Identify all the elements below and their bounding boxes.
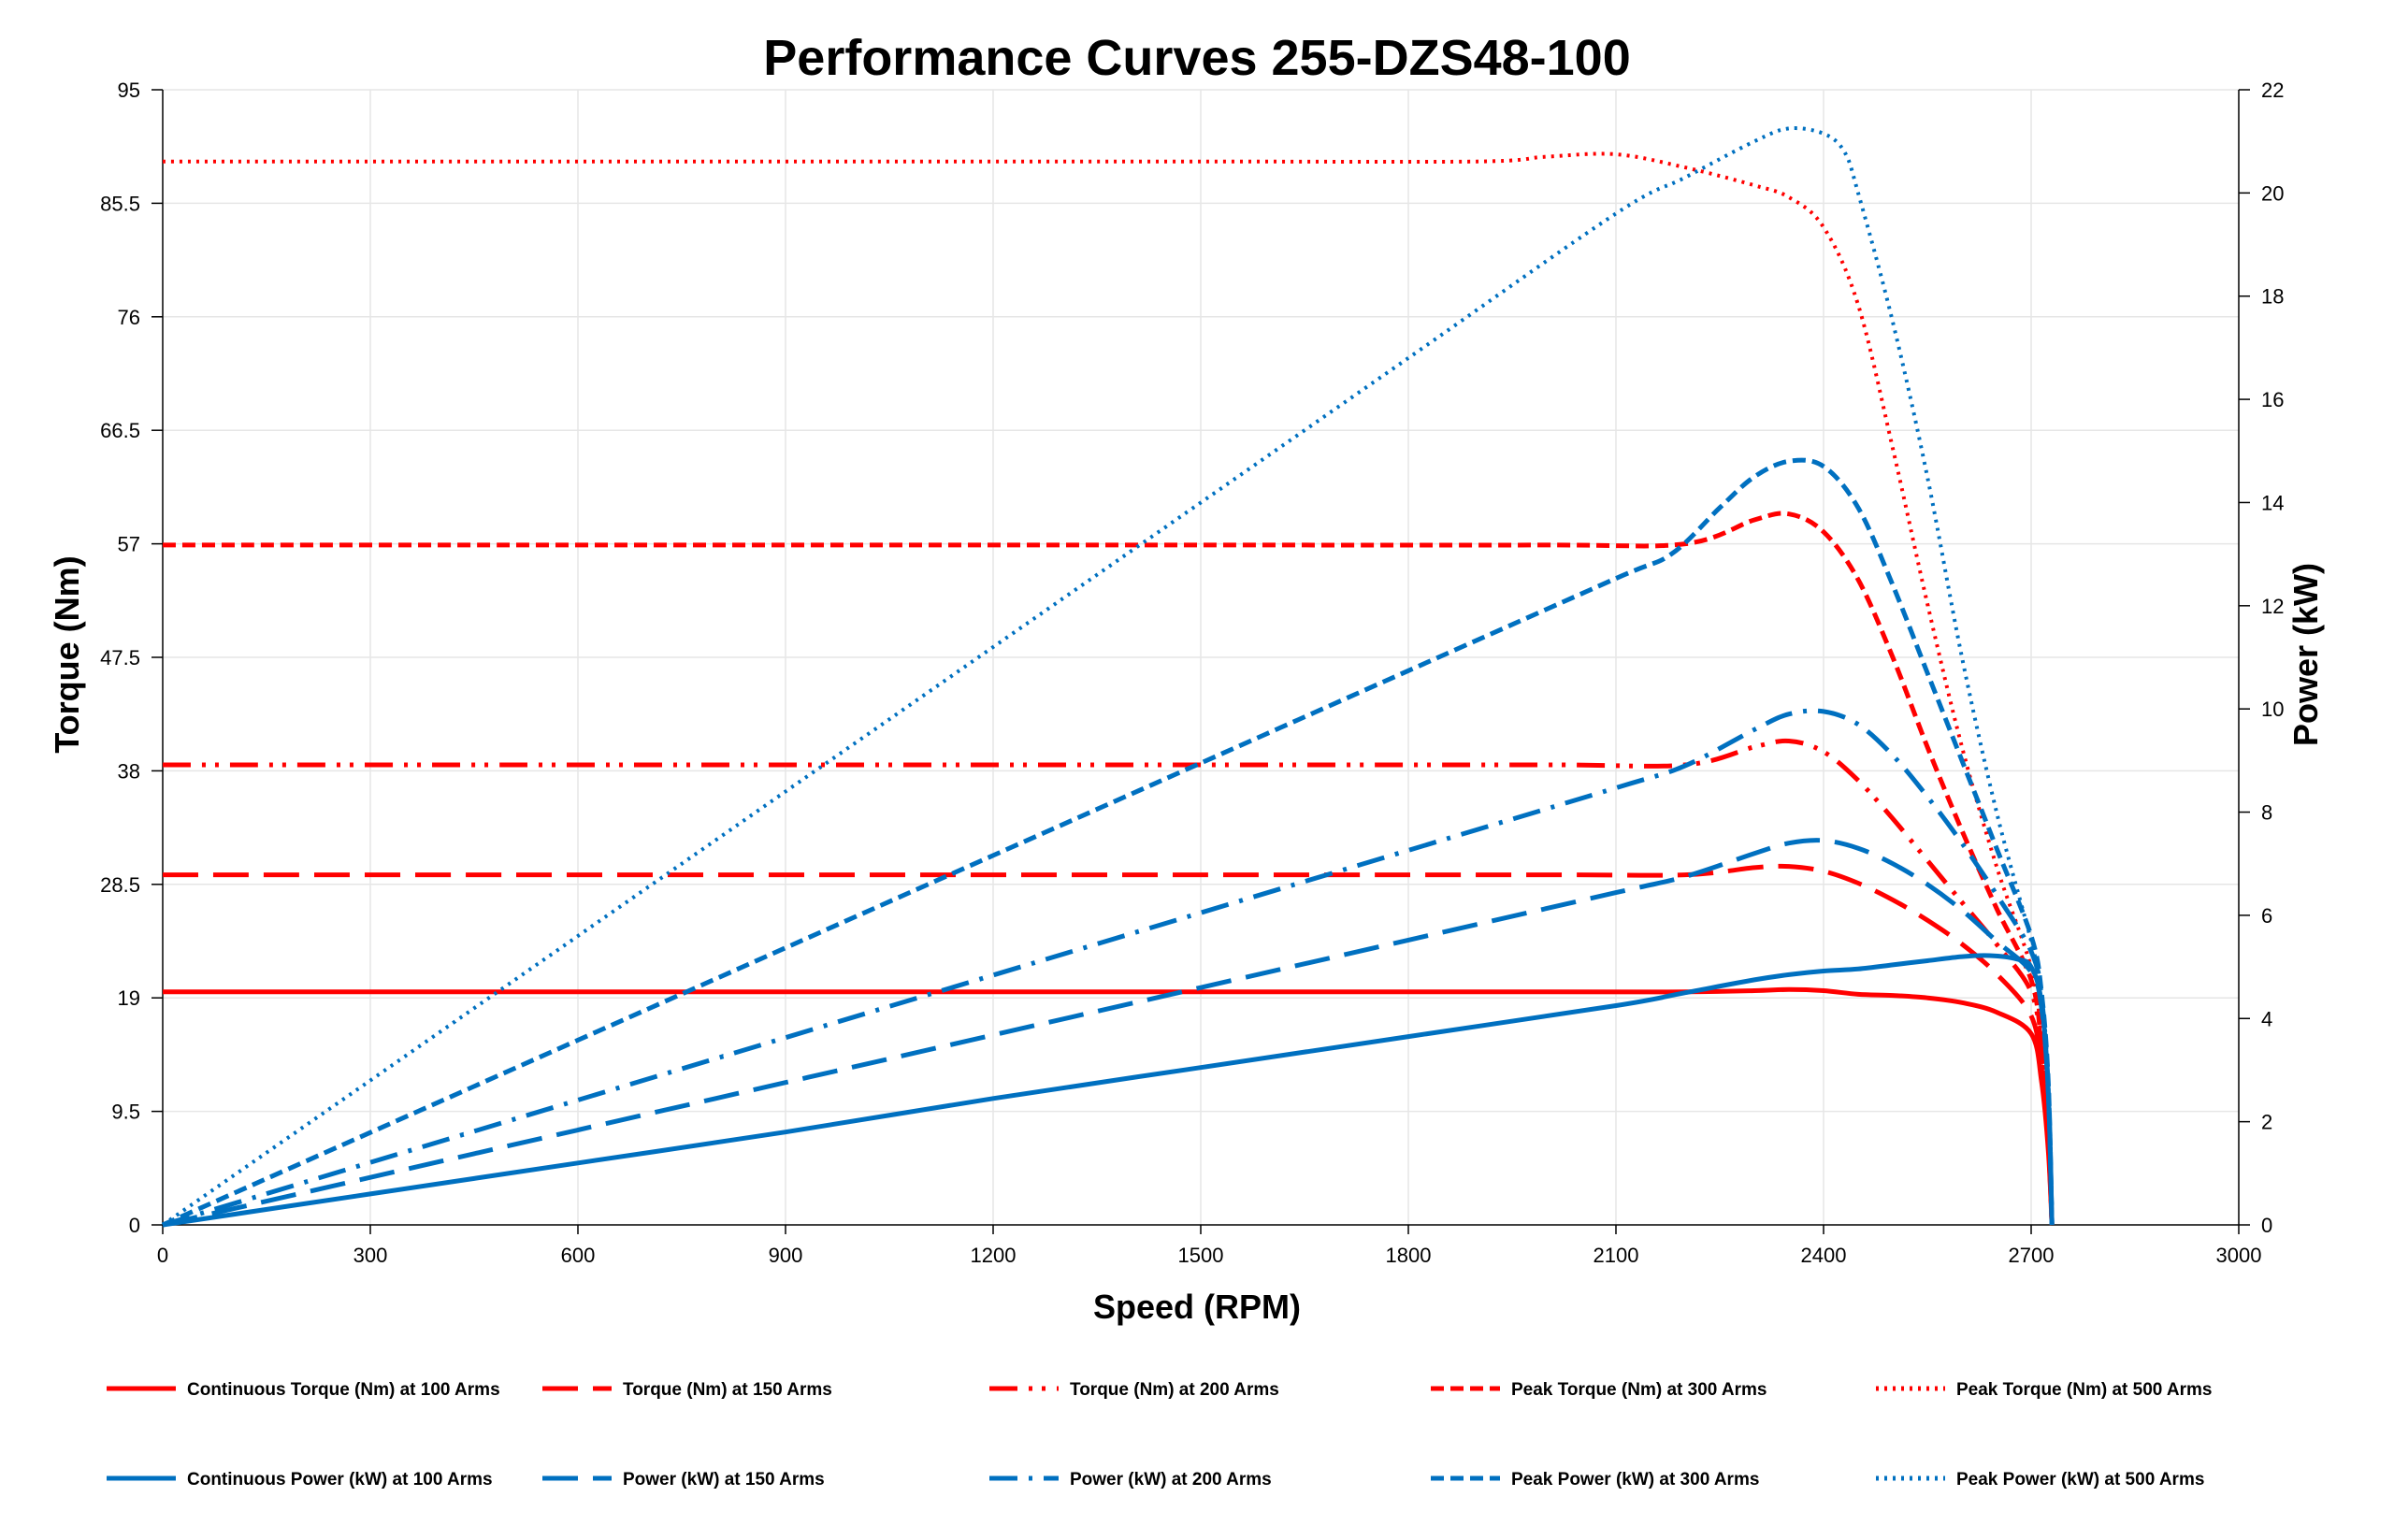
series-line-4	[163, 511, 2055, 1226]
y2-tick-label: 4	[2261, 1007, 2272, 1030]
x-tick-label: 900	[769, 1244, 803, 1267]
legend-label: Continuous Power (kW) at 100 Arms	[187, 1470, 493, 1490]
series-line-6	[162, 953, 2055, 1228]
legend-label: Peak Power (kW) at 500 Arms	[1956, 1470, 2204, 1490]
y2-tick-label: 20	[2261, 181, 2284, 205]
y2-tick-label: 16	[2261, 388, 2284, 411]
series-line-1	[162, 986, 2055, 1226]
y-tick-label: 19	[118, 986, 140, 1010]
x-tick-label: 2700	[2009, 1244, 2055, 1267]
series-line-10	[161, 126, 2055, 1227]
legend-label: Continuous Torque (Nm) at 100 Arms	[187, 1380, 500, 1400]
legend-label: Power (kW) at 200 Arms	[1070, 1470, 1272, 1490]
y-tick-label: 66.5	[100, 419, 140, 442]
x-tick-label: 3000	[2216, 1244, 2262, 1267]
legend-label: Peak Torque (Nm) at 500 Arms	[1956, 1380, 2212, 1400]
series-line-3	[163, 738, 2055, 1226]
legend-label: Power (kW) at 150 Arms	[623, 1470, 825, 1490]
y-tick-label: 85.5	[100, 192, 140, 215]
series-line-5	[163, 151, 2055, 1226]
y-tick-label: 9.5	[111, 1101, 140, 1124]
legend-label: Torque (Nm) at 200 Arms	[1070, 1380, 1279, 1400]
y-tick-label: 0	[129, 1214, 140, 1237]
legend-label: Torque (Nm) at 150 Arms	[623, 1380, 832, 1400]
x-axis-title: Speed (RPM)	[1093, 1288, 1301, 1326]
y-tick-label: 28.5	[100, 873, 140, 897]
y2-tick-label: 0	[2261, 1214, 2272, 1237]
x-tick-label: 600	[561, 1244, 596, 1267]
axes: 0 300 600 900 1200 1500 1800 2100 2400 2700 300009…	[100, 79, 2284, 1267]
legend-label: Peak Torque (Nm) at 300 Arms	[1511, 1380, 1767, 1400]
y-tick-label: 47.5	[100, 646, 140, 669]
x-tick-label: 1800	[1386, 1244, 1432, 1267]
x-tick-label: 1500	[1178, 1244, 1224, 1267]
y2-tick-label: 6	[2261, 904, 2272, 928]
x-tick-label: 2100	[1594, 1244, 1639, 1267]
y2-tick-label: 10	[2261, 698, 2284, 721]
y2-tick-label: 18	[2261, 285, 2284, 309]
y-tick-label: 95	[118, 79, 140, 102]
series-lines	[161, 126, 2055, 1228]
y2-tick-label: 8	[2261, 801, 2272, 825]
y-tick-label: 57	[118, 533, 140, 556]
y-tick-label: 76	[118, 306, 140, 329]
y2-tick-label: 22	[2261, 79, 2284, 102]
y2-tick-label: 12	[2261, 595, 2284, 618]
series-line-2	[162, 863, 2055, 1226]
y2-tick-label: 14	[2261, 491, 2284, 514]
x-tick-label: 2400	[1801, 1244, 1847, 1267]
grid	[163, 89, 2239, 1225]
series-line-8	[162, 708, 2055, 1228]
x-tick-label: 0	[157, 1244, 168, 1267]
y2-axis-title: Power (kW)	[2286, 563, 2325, 746]
legend: Continuous Torque (Nm) at 100 Arms Torque…	[107, 1380, 2212, 1490]
legend-label: Peak Power (kW) at 300 Arms	[1511, 1470, 1759, 1490]
series-line-9	[161, 457, 2055, 1228]
x-tick-label: 1200	[971, 1244, 1017, 1267]
x-tick-label: 300	[353, 1244, 388, 1267]
series-line-7	[162, 838, 2055, 1228]
y2-tick-label: 2	[2261, 1111, 2272, 1134]
y-tick-label: 38	[118, 759, 140, 783]
chart-title: Performance Curves 255-DZS48-100	[763, 30, 1630, 86]
y-axis-title: Torque (Nm)	[48, 555, 86, 753]
